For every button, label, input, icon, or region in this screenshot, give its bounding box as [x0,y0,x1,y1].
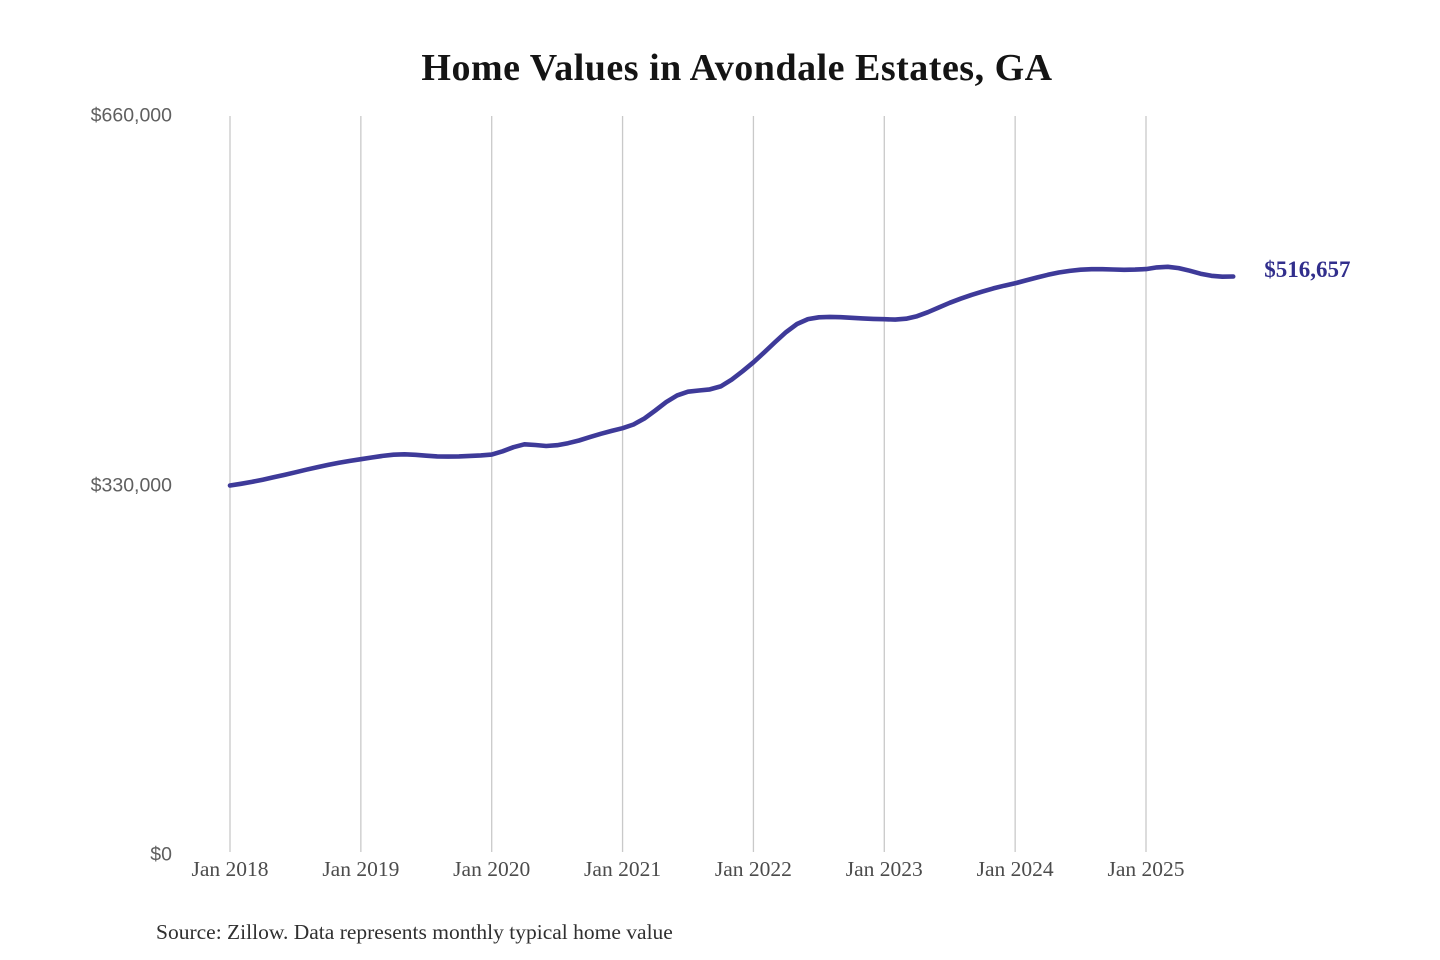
x-tick-label: Jan 2019 [322,857,400,881]
x-tick-label: Jan 2024 [976,857,1054,881]
x-tick-label: Jan 2025 [1107,857,1185,881]
vertical-gridlines [229,116,1147,852]
x-tick-label: Jan 2018 [191,857,269,881]
series-end-value-label: $516,657 [1264,256,1351,282]
x-tick-label: Jan 2023 [845,857,923,881]
y-tick-label: $660,000 [90,104,172,127]
chart-title: Home Values in Avondale Estates, GA [421,47,1053,89]
x-tick-label: Jan 2020 [453,857,531,881]
y-tick-label: $330,000 [90,474,172,496]
home-value-line [227,264,1236,488]
x-tick-label: Jan 2022 [714,857,792,881]
x-tick-label: Jan 2021 [584,857,662,881]
y-tick-label: $0 [150,843,172,866]
source-note: Source: Zillow. Data represents monthly … [156,920,673,944]
